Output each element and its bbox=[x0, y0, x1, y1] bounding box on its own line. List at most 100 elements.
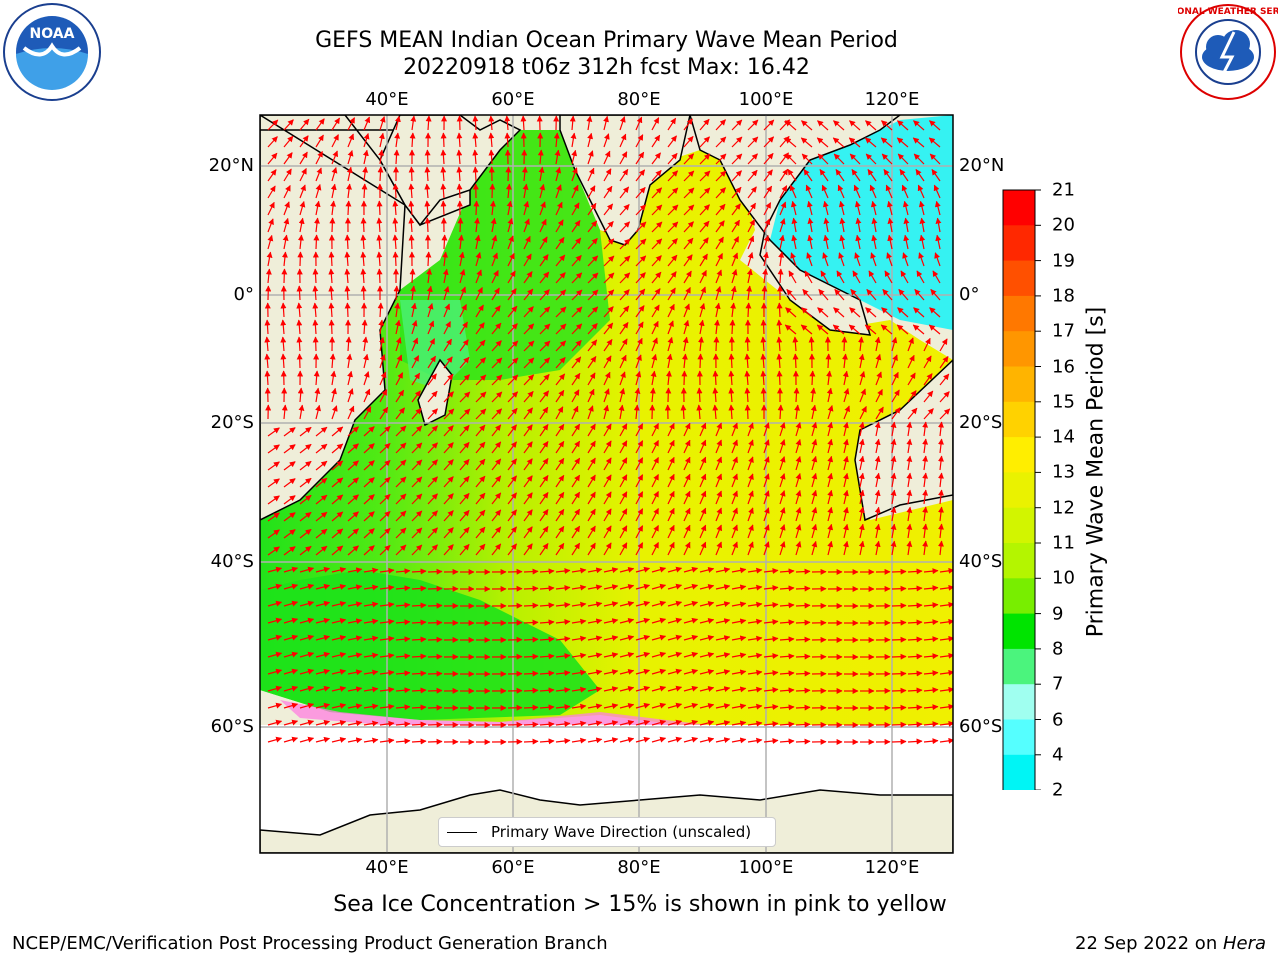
wave-arrow bbox=[816, 324, 829, 335]
wave-arrow bbox=[897, 153, 909, 165]
wave-arrow bbox=[818, 288, 829, 301]
wave-arrow bbox=[697, 353, 704, 369]
wave-arrow bbox=[715, 252, 723, 267]
wave-arrow bbox=[870, 200, 877, 216]
wave-arrow bbox=[586, 115, 593, 131]
wave-arrow bbox=[426, 268, 433, 284]
wave-arrow bbox=[619, 255, 631, 267]
wave-arrow bbox=[931, 169, 941, 182]
wave-arrow bbox=[635, 321, 644, 335]
wave-arrow bbox=[587, 405, 594, 420]
wave-arrow bbox=[713, 336, 720, 352]
wave-arrow bbox=[635, 305, 645, 318]
wave-arrow bbox=[859, 371, 866, 386]
wave-arrow bbox=[347, 133, 355, 148]
wave-arrow bbox=[571, 457, 581, 471]
wave-arrow bbox=[344, 234, 351, 250]
wave-arrow bbox=[891, 407, 901, 420]
wave-arrow bbox=[427, 602, 443, 609]
wave-arrow bbox=[363, 406, 372, 420]
wave-arrow bbox=[267, 169, 277, 182]
wave-arrow bbox=[296, 336, 303, 352]
wave-arrow bbox=[826, 370, 833, 386]
wave-arrow bbox=[760, 319, 767, 335]
wave-arrow bbox=[475, 252, 482, 267]
wave-arrow bbox=[283, 135, 294, 148]
wave-arrow bbox=[881, 307, 893, 318]
wave-arrow bbox=[787, 169, 797, 182]
wave-arrow bbox=[475, 286, 483, 301]
wave-arrow bbox=[523, 218, 530, 233]
wave-arrow bbox=[587, 388, 595, 403]
lon-tick-top: 60°E bbox=[491, 89, 535, 110]
wave-arrow bbox=[378, 132, 385, 148]
wave-arrow bbox=[792, 336, 799, 352]
wave-arrow bbox=[712, 387, 719, 403]
wave-arrow bbox=[555, 201, 563, 216]
wave-arrow bbox=[843, 455, 849, 471]
wave-arrow bbox=[619, 186, 630, 199]
wave-arrow bbox=[715, 456, 723, 471]
wave-arrow bbox=[795, 721, 811, 728]
wave-arrow bbox=[491, 408, 503, 420]
wave-arrow bbox=[683, 135, 694, 148]
wave-arrow bbox=[683, 439, 691, 454]
wave-arrow bbox=[907, 354, 915, 369]
wave-arrow bbox=[928, 137, 941, 148]
wave-arrow bbox=[424, 183, 431, 199]
wave-arrow bbox=[603, 255, 615, 267]
wave-arrow bbox=[864, 137, 877, 148]
wave-arrow bbox=[683, 153, 695, 165]
wave-arrow bbox=[935, 234, 942, 250]
wave-arrow bbox=[555, 272, 566, 284]
wave-arrow bbox=[731, 422, 738, 437]
wave-arrow bbox=[329, 217, 336, 233]
wave-arrow bbox=[299, 135, 309, 148]
wave-arrow bbox=[331, 443, 344, 454]
wave-arrow bbox=[587, 202, 597, 216]
wave-arrow bbox=[855, 234, 862, 250]
wave-arrow bbox=[763, 185, 773, 199]
wave-arrow bbox=[699, 422, 707, 437]
wave-arrow bbox=[571, 356, 582, 369]
wave-arrow bbox=[459, 441, 470, 454]
wave-arrow bbox=[823, 234, 830, 250]
wave-arrow bbox=[507, 458, 517, 471]
wave-arrow bbox=[587, 255, 599, 267]
wave-arrow bbox=[603, 339, 613, 352]
wave-arrow bbox=[395, 354, 403, 369]
wave-arrow bbox=[539, 218, 547, 233]
wave-arrow bbox=[587, 185, 596, 199]
wave-arrow bbox=[523, 390, 534, 403]
wave-arrow bbox=[731, 119, 743, 131]
wave-arrow bbox=[906, 421, 913, 437]
wave-arrow bbox=[394, 319, 401, 335]
colorbar-segment bbox=[1003, 578, 1035, 615]
wave-arrow bbox=[539, 271, 550, 284]
wave-arrow bbox=[731, 252, 739, 267]
wave-arrow bbox=[939, 338, 948, 352]
wave-arrow bbox=[410, 285, 417, 301]
wave-arrow bbox=[299, 184, 306, 199]
wave-arrow bbox=[806, 200, 813, 216]
wave-arrow bbox=[443, 286, 450, 301]
wave-arrow bbox=[849, 120, 861, 131]
wave-arrow bbox=[538, 166, 545, 182]
wave-arrow bbox=[811, 421, 818, 437]
wave-arrow bbox=[843, 421, 849, 437]
wave-arrow bbox=[683, 237, 694, 250]
wave-arrow bbox=[331, 150, 339, 165]
wave-arrow bbox=[795, 568, 811, 575]
wave-arrow bbox=[827, 421, 834, 437]
wave-arrow bbox=[458, 251, 465, 267]
wave-arrow bbox=[918, 252, 925, 267]
wave-arrow bbox=[842, 370, 849, 386]
wave-arrow bbox=[395, 425, 407, 437]
wave-arrow bbox=[760, 336, 767, 352]
wave-arrow bbox=[917, 184, 925, 199]
wave-arrow bbox=[938, 455, 944, 471]
wave-arrow bbox=[761, 285, 768, 301]
wave-arrow bbox=[392, 183, 399, 199]
wave-arrow bbox=[555, 340, 567, 352]
wave-arrow bbox=[297, 234, 304, 250]
